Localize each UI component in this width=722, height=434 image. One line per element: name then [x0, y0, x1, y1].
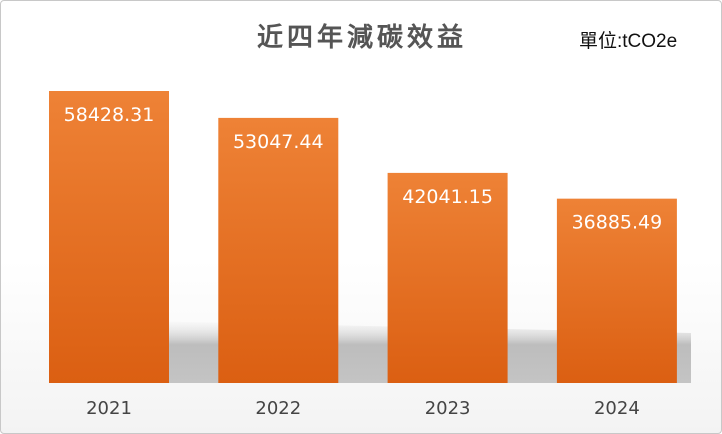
bar-2024: [556, 198, 677, 383]
bar-2021: [49, 91, 169, 383]
bar-2022: [218, 117, 339, 384]
data-label-2022: 53047.44: [233, 131, 324, 153]
unit-label: 單位:tCO2e: [579, 31, 678, 52]
bar-2023: [387, 172, 508, 383]
x-tick-label: 2024: [594, 398, 640, 419]
x-tick-label: 2022: [255, 398, 301, 419]
data-label-2024: 36885.49: [572, 212, 663, 234]
x-tick-label: 2021: [86, 398, 132, 419]
chart-title: 近四年減碳效益: [256, 23, 467, 53]
data-label-2021: 58428.31: [64, 104, 155, 126]
x-tick-label: 2023: [425, 398, 471, 419]
data-label-2023: 42041.15: [402, 186, 493, 208]
bar-shadow: [49, 319, 691, 383]
